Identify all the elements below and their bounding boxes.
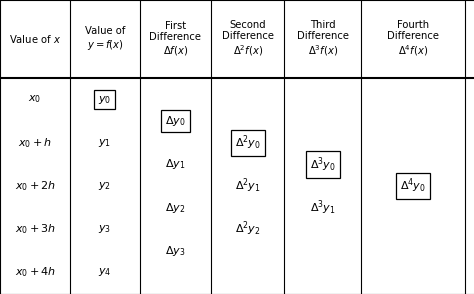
Text: $\Delta^3 y_0$: $\Delta^3 y_0$ bbox=[310, 155, 336, 174]
Text: $\Delta^2 y_1$: $\Delta^2 y_1$ bbox=[235, 177, 261, 195]
Text: $\Delta^2 y_0$: $\Delta^2 y_0$ bbox=[235, 133, 261, 152]
Text: $\Delta^4 y_0$: $\Delta^4 y_0$ bbox=[400, 177, 426, 195]
Text: Fourth
Difference
$\Delta^4 f(x)$: Fourth Difference $\Delta^4 f(x)$ bbox=[387, 20, 439, 58]
Text: $x_0 + 4h$: $x_0 + 4h$ bbox=[15, 265, 55, 279]
Text: $x_0 + 3h$: $x_0 + 3h$ bbox=[15, 222, 55, 236]
Text: $\Delta^2 y_2$: $\Delta^2 y_2$ bbox=[235, 220, 261, 238]
Text: Value of $x$: Value of $x$ bbox=[9, 33, 61, 45]
Text: $x_0 + 2h$: $x_0 + 2h$ bbox=[15, 179, 55, 193]
Text: $\Delta y_2$: $\Delta y_2$ bbox=[165, 201, 185, 215]
Text: $\Delta y_1$: $\Delta y_1$ bbox=[165, 157, 186, 171]
Text: First
Difference
$\Delta f(x)$: First Difference $\Delta f(x)$ bbox=[149, 21, 201, 57]
Text: $\Delta y_3$: $\Delta y_3$ bbox=[165, 244, 186, 258]
Text: $y_4$: $y_4$ bbox=[98, 266, 112, 278]
Text: Third
Difference
$\Delta^3 f(x)$: Third Difference $\Delta^3 f(x)$ bbox=[297, 20, 349, 58]
Text: $\Delta y_0$: $\Delta y_0$ bbox=[165, 114, 186, 128]
Text: $x_0 + h$: $x_0 + h$ bbox=[18, 136, 52, 150]
Text: $y_0$: $y_0$ bbox=[99, 93, 111, 106]
Text: Second
Difference
$\Delta^2 f(x)$: Second Difference $\Delta^2 f(x)$ bbox=[222, 20, 273, 58]
Text: $x_0$: $x_0$ bbox=[28, 93, 42, 106]
Text: $\Delta^3 y_1$: $\Delta^3 y_1$ bbox=[310, 198, 336, 217]
Text: $y_3$: $y_3$ bbox=[99, 223, 111, 235]
Text: $y_1$: $y_1$ bbox=[99, 137, 111, 149]
Text: Value of
$y = f(x)$: Value of $y = f(x)$ bbox=[85, 26, 125, 52]
Text: $y_2$: $y_2$ bbox=[99, 180, 111, 192]
